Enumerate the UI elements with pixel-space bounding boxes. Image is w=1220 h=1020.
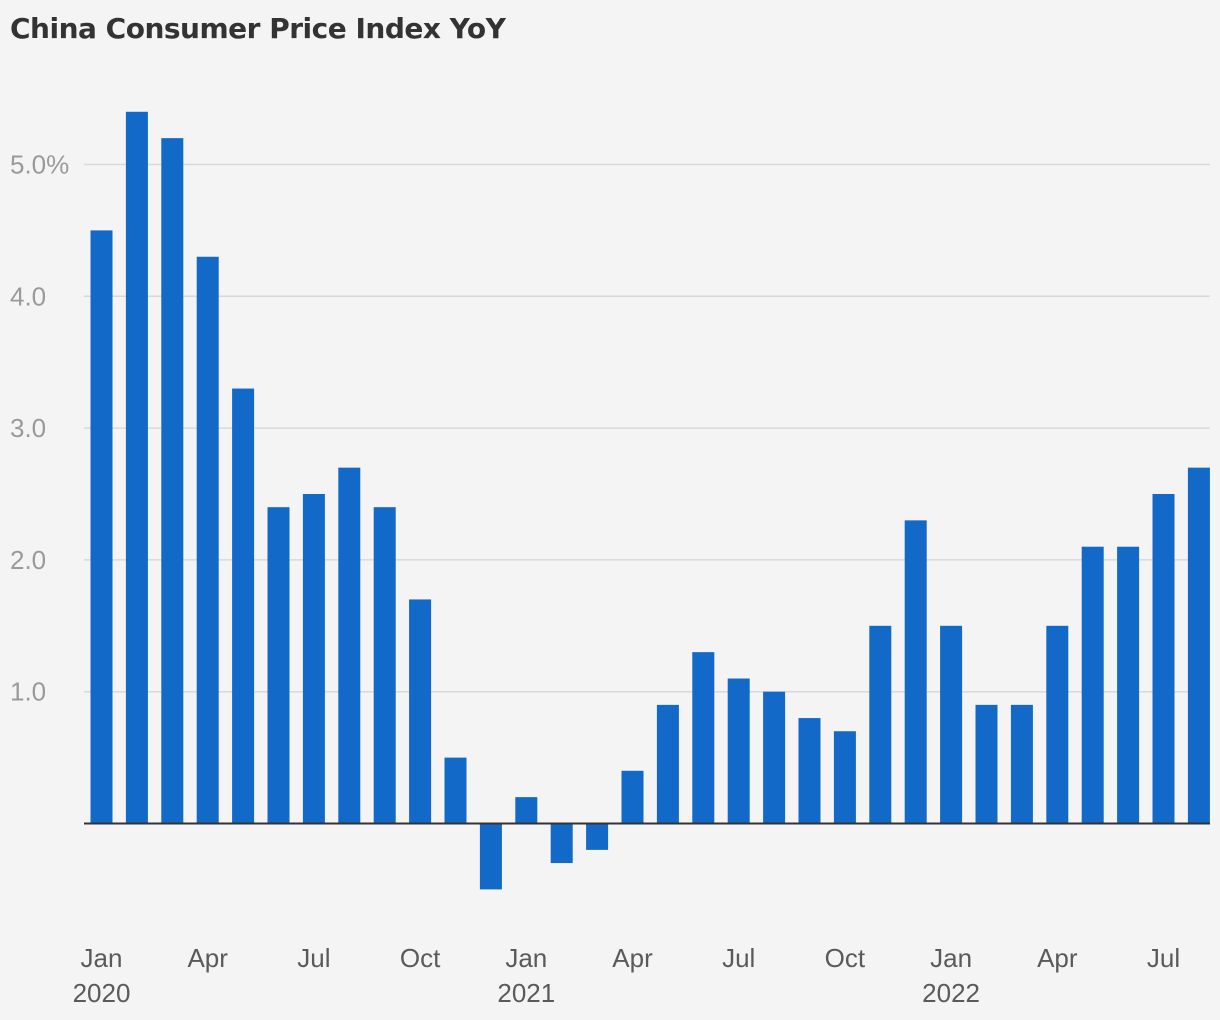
x-tick-label: Jan [81,943,123,973]
x-tick-label: Jan [505,943,547,973]
bar [479,823,502,890]
bar [975,704,998,824]
x-tick-label: Oct [400,943,441,973]
bar [373,507,396,824]
bar [727,678,750,824]
bar [763,691,786,824]
y-tick-label: 3.0 [10,413,46,443]
x-tick-year-label: 2020 [73,978,131,1008]
bar [409,599,432,824]
bar [621,770,644,824]
x-tick-label: Jul [722,943,755,973]
bar [1117,546,1140,824]
y-tick-label: 5.0% [10,150,69,180]
bar [1152,494,1175,824]
bar [1010,704,1033,824]
bar [125,111,148,824]
bar [1081,546,1104,824]
x-tick-label: Jan [930,943,972,973]
bar [267,507,290,824]
bar [656,704,679,824]
bar [869,625,892,824]
bar [196,256,219,824]
bar [302,494,325,824]
bar [692,652,715,824]
bar [586,823,609,850]
x-tick-label: Jul [297,943,330,973]
y-tick-label: 2.0 [10,545,46,575]
x-tick-label: Apr [187,943,228,973]
bar [940,625,963,824]
y-tick-label: 1.0 [10,677,46,707]
chart-title: China Consumer Price Index YoY [10,12,506,45]
bar [515,797,538,824]
bar [798,718,821,824]
bar [1046,625,1069,824]
x-tick-label: Oct [825,943,866,973]
bar [550,823,573,864]
bar [338,467,361,824]
bar [1187,467,1210,824]
bar [90,230,113,824]
x-tick-label: Apr [1037,943,1078,973]
x-tick-label: Jul [1147,943,1180,973]
x-tick-year-label: 2022 [922,978,980,1008]
bar [833,731,856,824]
bar [161,138,184,824]
bar [232,388,255,824]
bar [444,757,467,824]
x-tick-year-label: 2021 [497,978,555,1008]
y-tick-label: 4.0 [10,281,46,311]
bar [904,520,927,824]
x-tick-label: Apr [612,943,653,973]
